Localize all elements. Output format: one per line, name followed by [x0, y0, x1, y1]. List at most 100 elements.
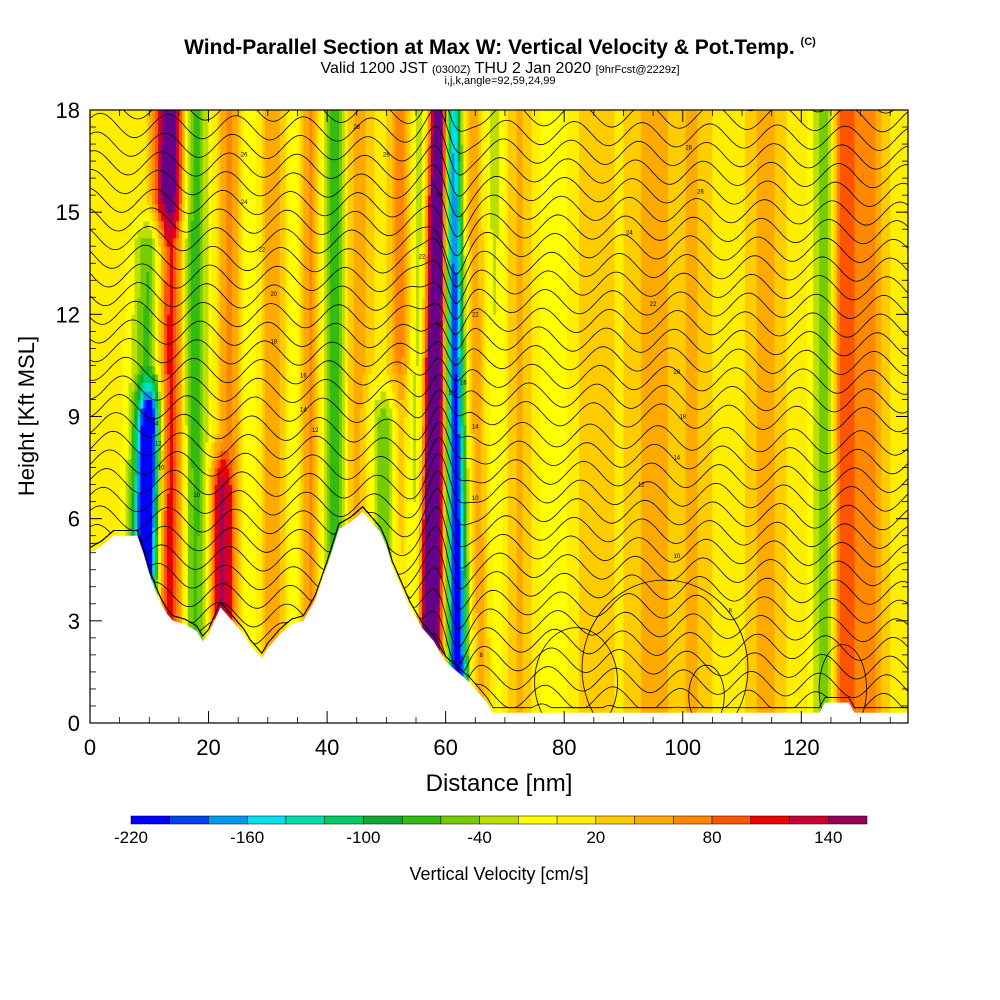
velocity-cell: [104, 305, 109, 315]
velocity-cell: [110, 152, 115, 162]
velocity-cell: [104, 127, 109, 137]
velocity-cell: [199, 407, 204, 418]
velocity-cell: [184, 416, 189, 426]
velocity-cell: [178, 263, 183, 273]
velocity-cell: [116, 288, 121, 298]
velocity-cell: [95, 186, 100, 196]
velocity-cell: [137, 459, 141, 469]
velocity-cell: [184, 612, 189, 622]
velocity-cell: [178, 280, 183, 290]
velocity-cell: [122, 450, 127, 460]
velocity-cell: [131, 110, 136, 120]
velocity-cell: [158, 161, 162, 171]
velocity-cell: [175, 314, 180, 324]
velocity-cell: [175, 561, 180, 571]
velocity-cell: [104, 271, 109, 281]
velocity-cell: [187, 620, 192, 630]
velocity-cell: [172, 135, 177, 145]
velocity-cell: [158, 552, 162, 562]
velocity-cell: [98, 152, 103, 162]
velocity-cell: [146, 305, 150, 315]
velocity-cell: [190, 161, 195, 171]
velocity-cell: [143, 297, 147, 307]
velocity-cell: [140, 220, 144, 230]
velocity-cell: [92, 322, 97, 332]
velocity-cell: [125, 203, 130, 213]
velocity-cell: [178, 527, 183, 537]
velocity-cell: [202, 382, 207, 392]
velocity-cell: [172, 356, 177, 367]
velocity-cell: [161, 390, 165, 401]
velocity-cell: [122, 339, 127, 349]
velocity-cell: [107, 399, 112, 409]
velocity-cell: [184, 297, 189, 307]
velocity-cell: [134, 169, 139, 179]
velocity-cell: [119, 254, 124, 264]
velocity-cell: [190, 467, 195, 477]
velocity-cell: [122, 229, 127, 239]
velocity-cell: [116, 169, 121, 179]
velocity-cell: [152, 280, 156, 290]
velocity-cell: [184, 135, 189, 145]
velocity-cell: [202, 348, 207, 358]
velocity-cell: [184, 178, 189, 188]
velocity-cell: [107, 416, 112, 426]
velocity-cell: [178, 433, 183, 443]
velocity-cell: [122, 518, 127, 528]
velocity-cell: [158, 169, 162, 179]
velocity-cell: [158, 229, 162, 239]
velocity-cell: [92, 144, 97, 154]
velocity-cell: [187, 246, 192, 256]
velocity-cell: [193, 535, 198, 545]
velocity-cell: [155, 195, 159, 205]
velocity-cell: [158, 254, 162, 264]
velocity-cell: [175, 127, 180, 137]
velocity-cell: [110, 450, 115, 460]
velocity-cell: [113, 254, 118, 264]
velocity-cell: [167, 314, 171, 324]
velocity-cell: [146, 135, 150, 145]
velocity-cell: [181, 416, 186, 426]
velocity-cell: [187, 220, 192, 230]
velocity-cell: [170, 305, 174, 315]
velocity-cell: [196, 382, 201, 392]
velocity-cell: [199, 305, 204, 315]
velocity-cell: [119, 288, 124, 298]
velocity-cell: [181, 110, 186, 120]
velocity-cell: [119, 144, 124, 154]
velocity-cell: [158, 186, 162, 196]
velocity-cell: [164, 169, 168, 179]
velocity-cell: [158, 322, 162, 332]
velocity-cell: [202, 425, 207, 435]
velocity-cell: [98, 339, 103, 349]
velocity-cell: [170, 144, 174, 154]
velocity-cell: [92, 161, 97, 171]
velocity-cell: [113, 237, 118, 247]
velocity-cell: [98, 314, 103, 324]
velocity-cell: [193, 467, 198, 477]
velocity-cell: [140, 263, 144, 273]
velocity-cell: [125, 382, 130, 392]
velocity-cell: [104, 476, 109, 486]
velocity-cell: [190, 390, 195, 401]
velocity-cell: [110, 433, 115, 443]
velocity-cell: [187, 433, 192, 443]
velocity-cell: [113, 195, 118, 205]
velocity-cell: [90, 305, 94, 315]
velocity-cell: [167, 186, 171, 196]
velocity-cell: [199, 425, 204, 435]
velocity-cell: [149, 331, 153, 341]
velocity-cell: [98, 373, 103, 384]
velocity-cell: [134, 195, 139, 205]
velocity-cell: [90, 484, 94, 494]
velocity-cell: [92, 348, 97, 358]
velocity-cell: [143, 476, 147, 486]
velocity-cell: [190, 416, 195, 426]
velocity-cell: [134, 450, 139, 460]
velocity-cell: [172, 237, 177, 247]
velocity-cell: [113, 484, 118, 494]
velocity-cell: [170, 110, 174, 120]
velocity-cell: [187, 271, 192, 281]
velocity-cell: [172, 433, 177, 443]
velocity-cell: [131, 288, 136, 298]
